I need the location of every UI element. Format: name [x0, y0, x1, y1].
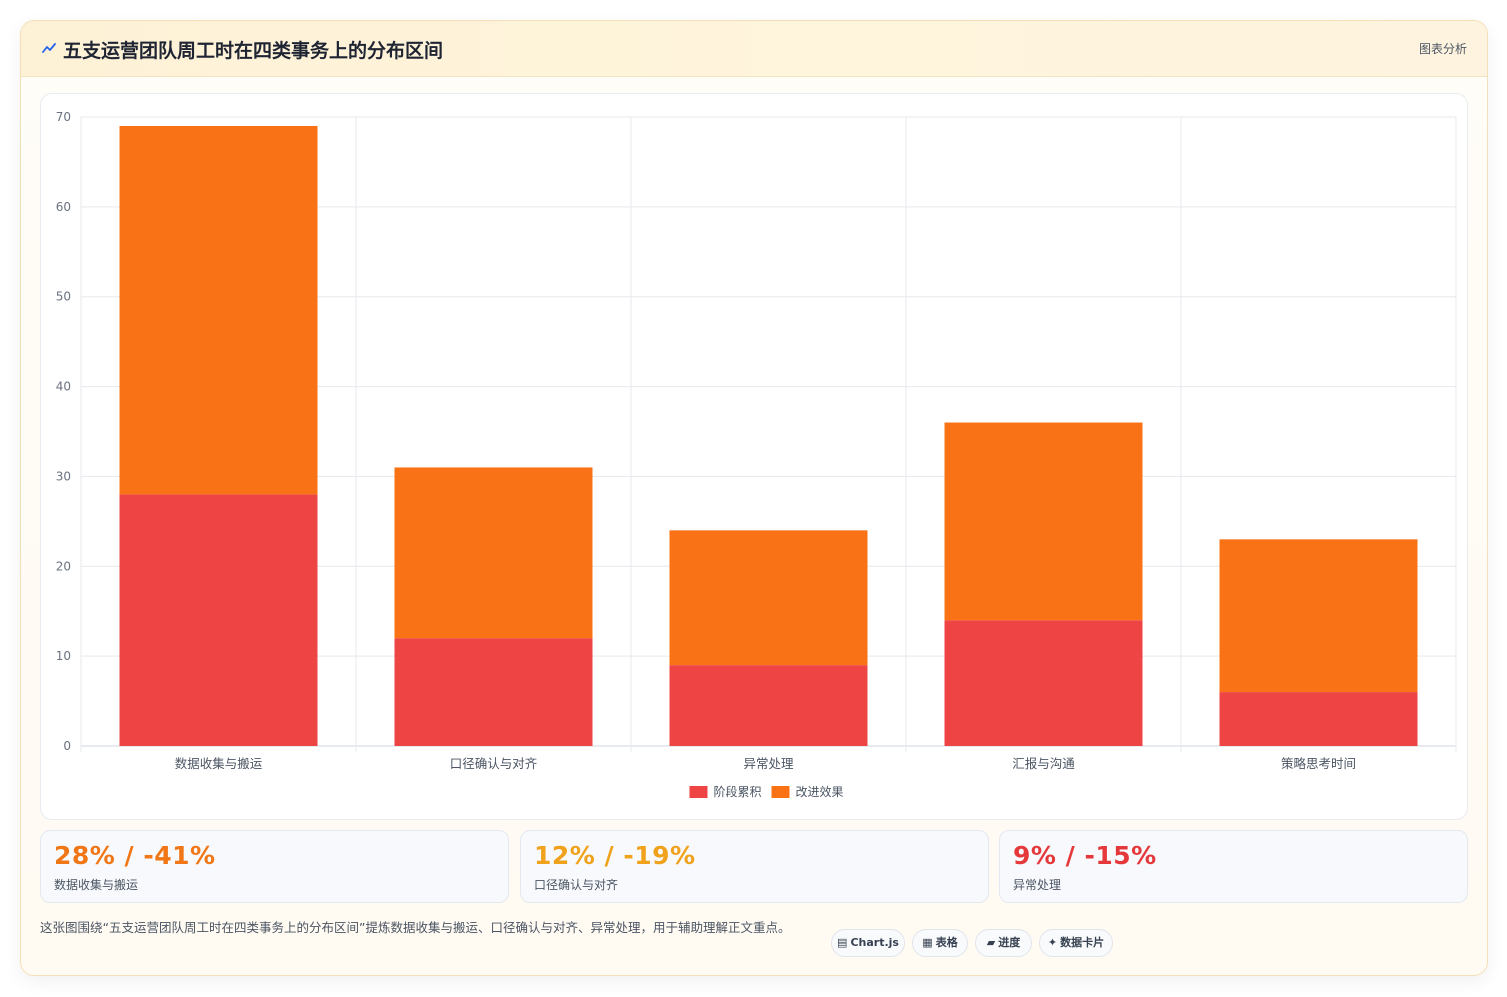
chart-title: 五支运营团队周工时在四类事务上的分布区间 — [63, 40, 444, 62]
x-tick-label: 口径确认与对齐 — [450, 756, 538, 771]
legend-label: 改进效果 — [796, 784, 844, 799]
bar-segment — [119, 125, 318, 495]
stat-label: 数据收集与搬运 — [54, 878, 139, 892]
chart-description: 这张图围绕“五支运营团队周工时在四类事务上的分布区间”提炼数据收集与搬运、口径确… — [40, 920, 791, 935]
chip-data-card[interactable]: ✦ 数据卡片 — [1039, 929, 1113, 957]
chip-label: 表格 — [935, 936, 958, 949]
bar-segment — [944, 620, 1143, 746]
bar-segment — [1219, 692, 1418, 746]
legend-swatch — [689, 786, 708, 798]
progress-icon: ▰ — [986, 936, 996, 949]
chip-progress[interactable]: ▰ 进度 — [975, 929, 1032, 957]
stat-card: 9% / -15% 异常处理 — [999, 830, 1468, 903]
y-tick-label: 20 — [56, 559, 71, 573]
y-tick-label: 30 — [56, 469, 71, 483]
chip-label: 进度 — [998, 936, 1021, 949]
chart-icon: ▤ — [837, 936, 848, 949]
sparkline-icon — [42, 43, 56, 53]
x-tick-label: 汇报与沟通 — [1012, 756, 1075, 771]
y-tick-label: 70 — [56, 110, 71, 124]
stat-value: 28% / -41% — [54, 841, 216, 870]
chip-label: 数据卡片 — [1060, 936, 1105, 949]
bar-segment — [394, 467, 593, 639]
stat-value: 9% / -15% — [1013, 841, 1157, 870]
y-tick-label: 60 — [56, 200, 71, 214]
stat-label: 口径确认与对齐 — [534, 878, 619, 892]
bar-segment — [944, 422, 1143, 621]
bar-segment — [119, 494, 318, 746]
stat-card: 12% / -19% 口径确认与对齐 — [520, 830, 989, 903]
stat-card: 28% / -41% 数据收集与搬运 — [40, 830, 509, 903]
chip-label: Chart.js — [850, 936, 899, 949]
y-tick-label: 50 — [56, 290, 71, 304]
bar-segment — [1219, 539, 1418, 693]
chip-chartjs[interactable]: ▤ Chart.js — [831, 929, 905, 957]
table-icon: ▦ — [922, 936, 933, 949]
sparkle-icon: ✦ — [1047, 936, 1058, 949]
bar-segment — [669, 530, 868, 666]
category-tag: 图表分析 — [1418, 42, 1467, 56]
bar-segment — [394, 638, 593, 746]
x-tick-label: 异常处理 — [743, 756, 794, 771]
chart-card: 五支运营团队周工时在四类事务上的分布区间 图表分析 0 10 20 30 40 50 60 7… — [20, 20, 1488, 976]
y-tick-label: 0 — [63, 739, 71, 753]
chip-table[interactable]: ▦ 表格 — [912, 929, 968, 957]
stacked-bar-chart: 0 10 20 30 40 50 60 70 数据收集与搬运 口径确认与对齐 异常处理 汇报与沟通 策略… — [56, 110, 1457, 799]
stat-value: 12% / -19% — [534, 841, 696, 870]
legend-swatch — [771, 786, 790, 798]
y-tick-label: 40 — [56, 380, 71, 394]
bar-segment — [669, 665, 868, 746]
card-header: 五支运营团队周工时在四类事务上的分布区间 图表分析 — [21, 21, 1487, 77]
chart-panel: 0 10 20 30 40 50 60 70 数据收集与搬运 口径确认与对齐 异常处理 汇报与沟通 策略… — [40, 93, 1468, 820]
y-tick-label: 10 — [56, 649, 71, 663]
x-tick-label: 策略思考时间 — [1281, 756, 1356, 771]
stat-label: 异常处理 — [1013, 878, 1062, 892]
x-tick-label: 数据收集与搬运 — [175, 756, 263, 771]
legend-label: 阶段累积 — [714, 784, 762, 799]
